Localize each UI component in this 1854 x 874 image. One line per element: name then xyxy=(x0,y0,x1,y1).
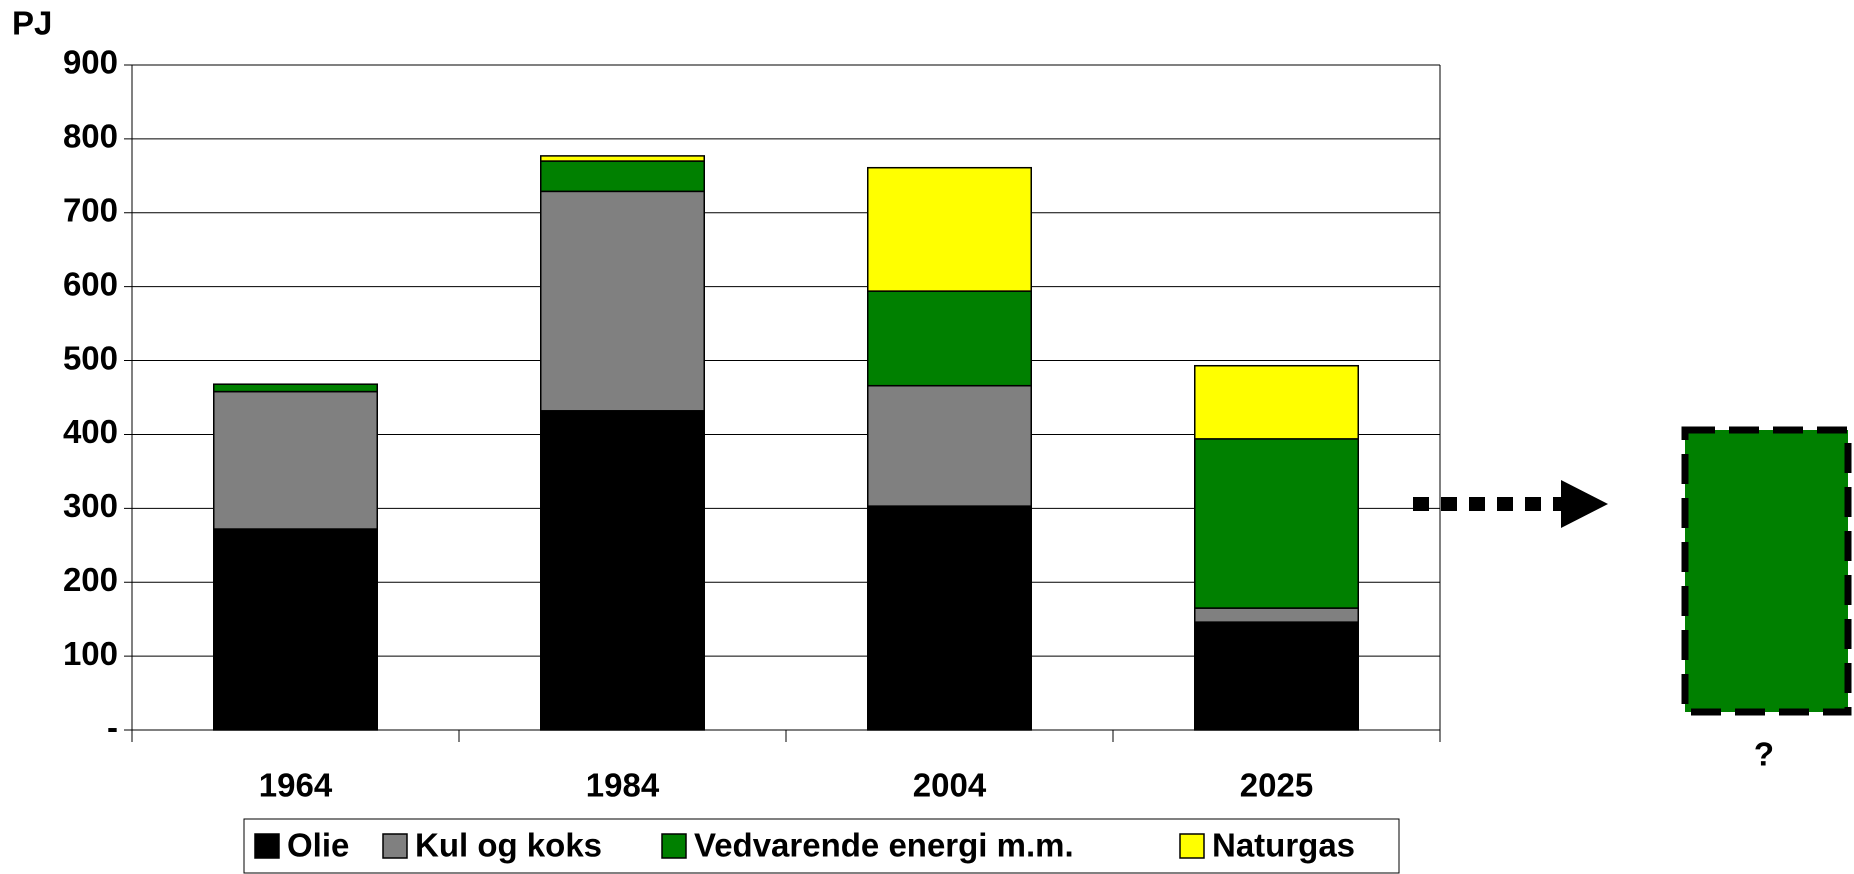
legend-swatch xyxy=(1179,833,1205,859)
y-tick-label: 500 xyxy=(63,339,118,376)
legend-swatch xyxy=(382,833,408,859)
y-tick-label: - xyxy=(107,709,118,746)
bar-segment xyxy=(1194,607,1359,623)
legend-box xyxy=(243,818,1400,874)
bar-segment xyxy=(1194,621,1359,731)
legend-label: Kul og koks xyxy=(415,827,602,864)
legend-label: Olie xyxy=(287,827,349,864)
bar-segment xyxy=(867,384,1032,507)
legend-label: Naturgas xyxy=(1212,827,1355,864)
bar-segment xyxy=(867,505,1032,731)
bar-segment xyxy=(1194,364,1359,440)
y-axis-label: PJ xyxy=(12,5,52,42)
bar-segment xyxy=(540,155,705,162)
bar-segment xyxy=(540,160,705,193)
bar-segment xyxy=(213,383,378,393)
y-tick-label: 600 xyxy=(63,265,118,302)
y-tick-label: 300 xyxy=(63,487,118,524)
future-arrow xyxy=(1413,480,1608,528)
future-box xyxy=(1681,426,1852,716)
y-tick-label: 100 xyxy=(63,635,118,672)
bar-segment xyxy=(213,390,378,530)
annotation: ? xyxy=(1754,736,1774,773)
y-tick-label: 800 xyxy=(63,118,118,155)
y-tick-label: 900 xyxy=(63,44,118,81)
bar-segment xyxy=(1194,438,1359,609)
y-tick-label: 400 xyxy=(63,413,118,450)
y-tick-label: 200 xyxy=(63,561,118,598)
x-tick-label: 1984 xyxy=(586,767,660,804)
legend-label: Vedvarende energi m.m. xyxy=(694,827,1074,864)
bar-segment xyxy=(867,166,1032,292)
x-tick-label: 2025 xyxy=(1240,767,1313,804)
x-tick-label: 2004 xyxy=(913,767,987,804)
legend-swatch xyxy=(661,833,687,859)
y-tick-label: 700 xyxy=(63,191,118,228)
bar-segment xyxy=(867,290,1032,387)
x-tick-label: 1964 xyxy=(259,767,333,804)
bar-segment xyxy=(213,528,378,731)
legend-swatch xyxy=(254,833,280,859)
bar-segment xyxy=(540,190,705,412)
bar-segment xyxy=(540,410,705,731)
